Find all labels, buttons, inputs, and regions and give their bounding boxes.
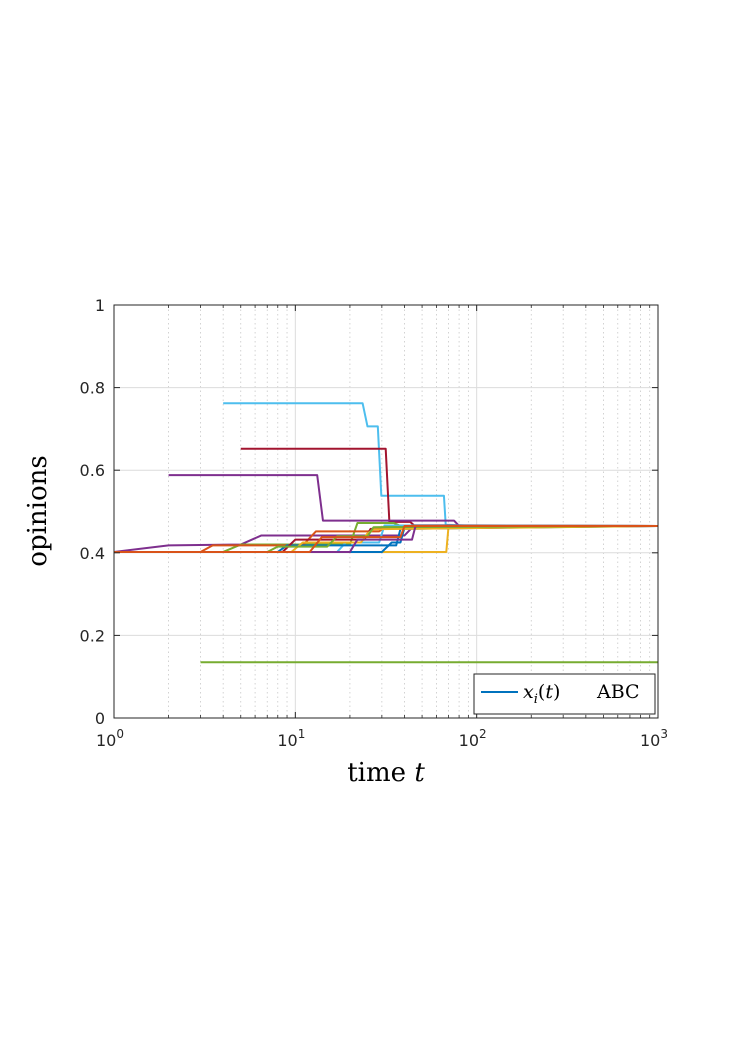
x-tick-labels: 100 101 102 103 bbox=[96, 727, 668, 750]
x-tick-label: 102 bbox=[459, 727, 487, 750]
y-tick-label: 0.6 bbox=[80, 461, 105, 480]
series-layer bbox=[113, 402, 659, 664]
x-tick-label: 100 bbox=[96, 727, 124, 750]
legend-series-label: ABC bbox=[596, 681, 640, 703]
plot-area bbox=[114, 305, 658, 718]
y-tick-labels: 0 0.2 0.4 0.6 0.8 1 bbox=[80, 296, 105, 728]
plot-frame bbox=[113, 304, 659, 719]
x-axis-title: time t bbox=[347, 758, 425, 788]
y-axis-title: opinions bbox=[23, 455, 53, 566]
legend: xi(t) ABC bbox=[473, 673, 656, 715]
y-tick-label: 1 bbox=[95, 296, 105, 315]
minor-gridlines bbox=[168, 305, 651, 718]
y-tick-label: 0 bbox=[95, 709, 105, 728]
x-tick-label: 103 bbox=[640, 727, 668, 750]
legend-box bbox=[473, 673, 656, 715]
series-line-16 bbox=[114, 524, 658, 553]
y-tick-label: 0.4 bbox=[80, 544, 105, 563]
y-tick-label: 0.8 bbox=[80, 379, 105, 398]
x-tick-label: 101 bbox=[277, 727, 305, 750]
y-tick-label: 0.2 bbox=[80, 626, 105, 645]
tick-marks bbox=[113, 304, 659, 719]
legend-series-symbol: xi(t) bbox=[523, 681, 560, 707]
